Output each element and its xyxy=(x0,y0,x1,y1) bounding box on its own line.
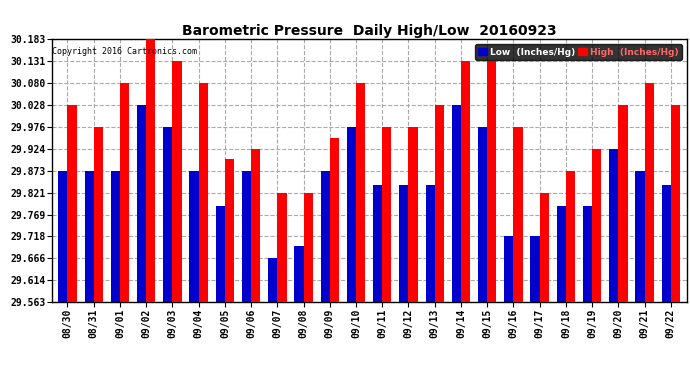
Bar xyxy=(408,127,417,302)
Bar xyxy=(426,184,435,302)
Bar xyxy=(592,149,601,302)
Bar xyxy=(190,171,199,302)
Bar xyxy=(662,184,671,302)
Bar xyxy=(94,127,103,302)
Bar xyxy=(644,83,653,302)
Bar xyxy=(504,236,513,302)
Bar xyxy=(557,206,566,302)
Bar xyxy=(268,258,277,302)
Bar xyxy=(85,171,94,302)
Bar xyxy=(347,127,356,302)
Bar xyxy=(487,62,496,302)
Title: Barometric Pressure  Daily High/Low  20160923: Barometric Pressure Daily High/Low 20160… xyxy=(182,24,556,38)
Bar xyxy=(461,62,470,302)
Bar xyxy=(671,105,680,302)
Bar xyxy=(618,105,627,302)
Bar xyxy=(452,105,461,302)
Bar xyxy=(172,62,181,302)
Bar xyxy=(137,105,146,302)
Bar xyxy=(146,39,155,302)
Bar xyxy=(531,236,540,302)
Text: Copyright 2016 Cartronics.com: Copyright 2016 Cartronics.com xyxy=(52,47,197,56)
Bar xyxy=(478,127,487,302)
Bar xyxy=(59,171,68,302)
Bar xyxy=(635,171,644,302)
Bar xyxy=(225,159,234,302)
Bar xyxy=(513,127,522,302)
Bar xyxy=(540,193,549,302)
Bar xyxy=(400,184,408,302)
Bar xyxy=(111,171,120,302)
Bar xyxy=(609,149,618,302)
Bar xyxy=(277,193,286,302)
Bar xyxy=(321,171,330,302)
Bar xyxy=(120,83,129,302)
Bar xyxy=(583,206,592,302)
Bar xyxy=(435,105,444,302)
Bar xyxy=(373,184,382,302)
Bar xyxy=(295,246,304,302)
Legend: Low  (Inches/Hg), High  (Inches/Hg): Low (Inches/Hg), High (Inches/Hg) xyxy=(475,44,682,60)
Bar xyxy=(356,83,365,302)
Bar xyxy=(382,127,391,302)
Bar xyxy=(330,138,339,302)
Bar xyxy=(68,105,77,302)
Bar xyxy=(242,171,251,302)
Bar xyxy=(199,83,208,302)
Bar xyxy=(216,206,225,302)
Bar xyxy=(304,193,313,302)
Bar xyxy=(566,171,575,302)
Bar xyxy=(251,149,260,302)
Bar xyxy=(164,127,172,302)
